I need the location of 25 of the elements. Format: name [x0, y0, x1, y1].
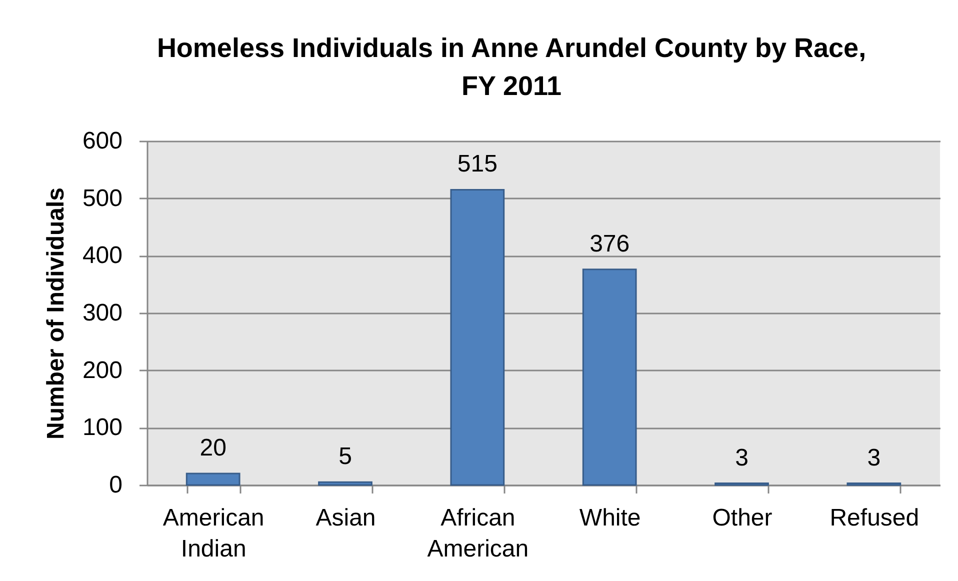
x-tick-label: Other [712, 504, 772, 532]
data-label: 5 [338, 443, 352, 470]
y-tick-label: 200 [82, 356, 122, 384]
bar [582, 268, 637, 486]
y-tick-label: 100 [82, 414, 122, 442]
data-label: 20 [200, 434, 226, 462]
y-axis-title: Number of Individuals [42, 187, 70, 440]
data-label: 376 [590, 230, 630, 258]
data-label: 3 [735, 444, 748, 472]
y-tick-label: 300 [82, 300, 122, 326]
chart-title: Homeless Individuals in Anne Arundel County by Race, FY 2011 [156, 33, 866, 101]
y-tick-label: 0 [109, 472, 122, 498]
x-tick-label: Asian [316, 504, 376, 532]
data-label: 3 [867, 444, 881, 472]
x-tick-label: African American [427, 504, 529, 562]
y-tick-label: 400 [82, 242, 122, 270]
x-tick-label: White [579, 504, 641, 532]
y-tick-label: 600 [82, 128, 122, 154]
bar [450, 188, 505, 486]
data-label: 515 [457, 150, 498, 178]
x-tick-label: Refused [830, 504, 920, 532]
y-tick-label: 500 [82, 184, 122, 212]
x-tick-label: American Indian [162, 504, 264, 562]
bar [186, 472, 240, 486]
bar [318, 481, 372, 486]
